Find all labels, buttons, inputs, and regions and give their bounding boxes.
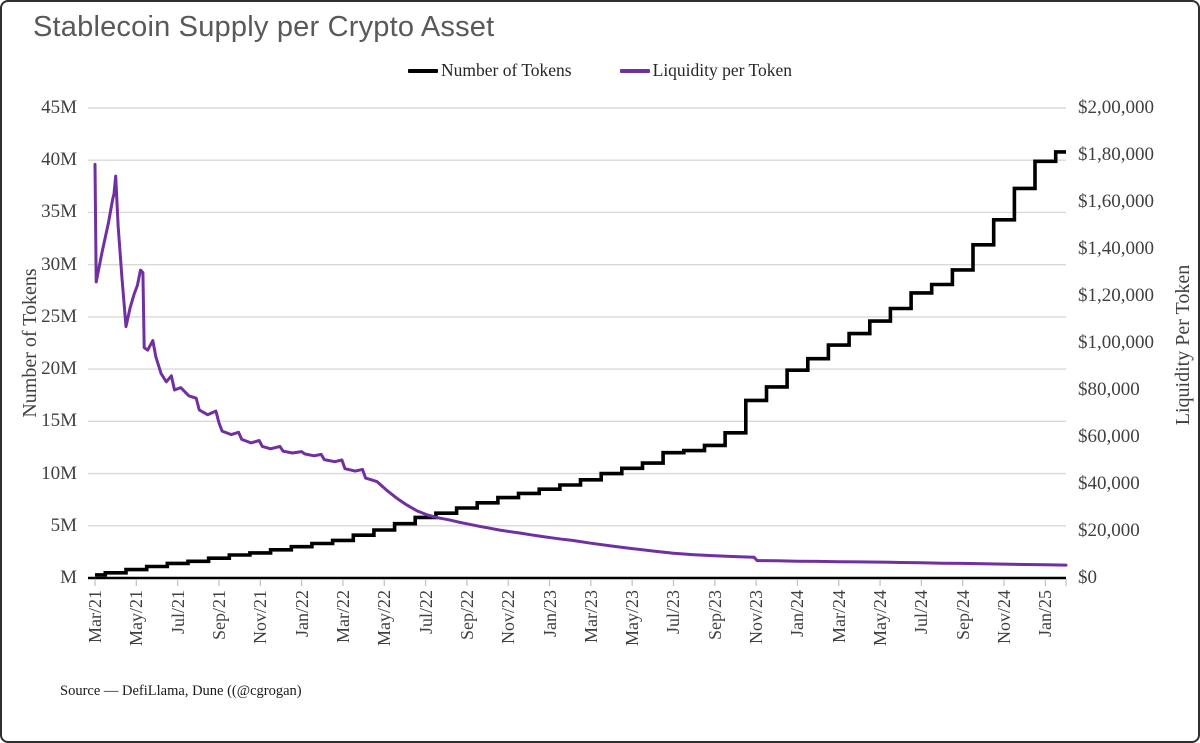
y-axis-label-left: 25M bbox=[41, 305, 77, 327]
x-axis-label: Sep/22 bbox=[456, 590, 477, 641]
x-axis-label: May/23 bbox=[622, 590, 643, 646]
y-axis-label-left: 5M bbox=[50, 514, 77, 536]
x-axis-label: May/24 bbox=[870, 590, 891, 646]
x-axis-label: Sep/21 bbox=[208, 590, 229, 641]
x-axis-label: Jan/22 bbox=[291, 590, 312, 637]
y-axis-label-right: $1,20,000 bbox=[1078, 285, 1154, 306]
x-axis-label: Jul/22 bbox=[415, 590, 436, 635]
x-axis-label: Jul/24 bbox=[911, 590, 932, 635]
y-axis-label-left: 40M bbox=[41, 149, 77, 171]
y-axis-label-left: 15M bbox=[41, 410, 77, 432]
y-axis-label-left: 20M bbox=[41, 358, 77, 380]
left-axis-title: Number of Tokens bbox=[19, 268, 41, 418]
y-axis-label-right: $0 bbox=[1078, 567, 1097, 588]
y-axis-label-right: $1,60,000 bbox=[1078, 191, 1154, 212]
x-axis-label: Nov/24 bbox=[994, 590, 1015, 644]
y-axis-label-right: $40,000 bbox=[1078, 473, 1140, 494]
x-axis-label: Sep/24 bbox=[952, 590, 973, 641]
chart-title: Stablecoin Supply per Crypto Asset bbox=[33, 11, 495, 43]
x-axis-label: Nov/21 bbox=[250, 590, 271, 644]
x-axis-label: Mar/23 bbox=[580, 590, 601, 643]
liquidity-per-token-line-swatch bbox=[619, 68, 650, 73]
y-axis-label-right: $1,40,000 bbox=[1078, 238, 1154, 259]
liquidity-per-token-line bbox=[93, 162, 1068, 567]
x-axis-label: Mar/22 bbox=[332, 590, 353, 643]
x-axis-label: Nov/23 bbox=[746, 590, 767, 644]
y-axis-label-right: $60,000 bbox=[1078, 426, 1140, 447]
x-axis-label: Mar/21 bbox=[85, 590, 105, 643]
y-axis-label-right: $80,000 bbox=[1078, 379, 1140, 400]
y-axis-label-right: $1,00,000 bbox=[1078, 332, 1154, 353]
x-axis-label: Mar/24 bbox=[828, 590, 849, 643]
x-axis-label: Jul/21 bbox=[167, 590, 188, 635]
legend-item-number-of-tokens: Number of Tokens bbox=[407, 60, 572, 81]
x-axis-label: Jul/23 bbox=[663, 590, 684, 635]
y-axis-label-left: 35M bbox=[41, 201, 77, 223]
x-axis-label: May/21 bbox=[126, 590, 147, 646]
y-axis-label-left: 30M bbox=[41, 253, 77, 275]
y-axis-label-left: 45M bbox=[41, 97, 77, 118]
y-axis-label-right: $1,80,000 bbox=[1078, 144, 1154, 165]
y-axis-label-left: 10M bbox=[41, 462, 77, 484]
y-axis-label-left: M bbox=[60, 567, 77, 588]
x-axis-label: Jan/24 bbox=[787, 590, 808, 637]
source-note: Source — DefiLlama, Dune ((@cgrogan) bbox=[60, 683, 302, 699]
y-axis-label-right: $20,000 bbox=[1078, 520, 1140, 541]
legend: Number of Tokens Liquidity per Token bbox=[0, 60, 1200, 81]
number-of-tokens-line-swatch bbox=[407, 68, 438, 73]
legend-label: Liquidity per Token bbox=[652, 60, 793, 80]
legend-label: Number of Tokens bbox=[440, 60, 572, 80]
x-axis-label: Jan/23 bbox=[539, 590, 560, 637]
number-of-tokens-line bbox=[95, 150, 1066, 577]
x-axis-label: Jan/25 bbox=[1035, 590, 1056, 637]
x-axis-label: Sep/23 bbox=[704, 590, 725, 641]
legend-item-liquidity-per-token: Liquidity per Token bbox=[619, 60, 793, 81]
x-axis-label: Nov/22 bbox=[498, 590, 519, 644]
x-axis-label: May/22 bbox=[374, 590, 395, 646]
y-axis-label-right: $2,00,000 bbox=[1078, 97, 1154, 118]
right-axis-title: Liquidity Per Token bbox=[1172, 264, 1194, 426]
